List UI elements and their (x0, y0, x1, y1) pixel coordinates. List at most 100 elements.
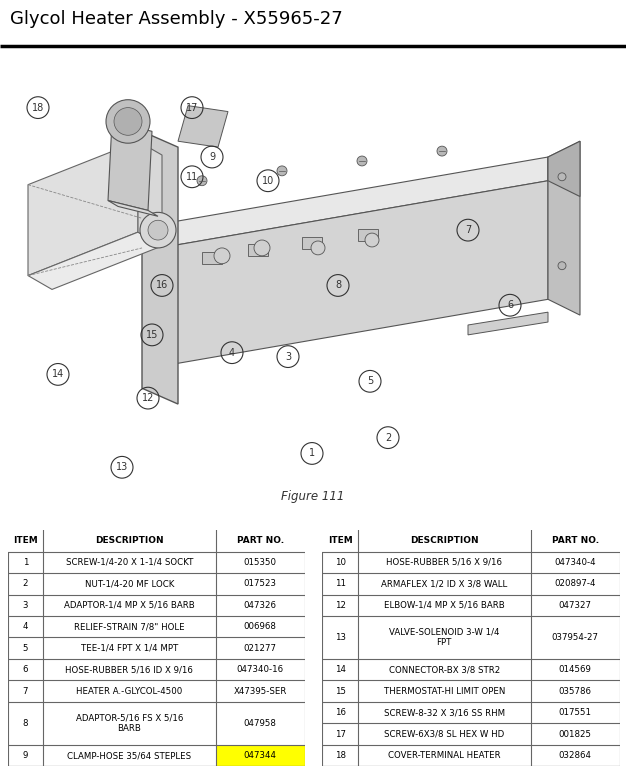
Text: 6: 6 (23, 665, 28, 674)
Circle shape (558, 262, 566, 269)
Text: 13: 13 (335, 633, 346, 642)
Text: 10: 10 (335, 558, 346, 567)
Text: ADAPTOR-5/16 FS X 5/16
BARB: ADAPTOR-5/16 FS X 5/16 BARB (76, 714, 183, 733)
Text: 015350: 015350 (244, 558, 277, 567)
Text: 2: 2 (23, 580, 28, 588)
Polygon shape (142, 132, 178, 404)
Text: 14: 14 (335, 665, 346, 674)
Polygon shape (468, 312, 548, 335)
Text: THERMOSTAT-HI LIMIT OPEN: THERMOSTAT-HI LIMIT OPEN (384, 687, 505, 696)
Text: 7: 7 (465, 225, 471, 235)
Text: 014569: 014569 (558, 665, 592, 674)
Circle shape (357, 156, 367, 166)
Text: 1: 1 (309, 448, 315, 458)
Text: VALVE-SOLENOID 3-W 1/4
FPT: VALVE-SOLENOID 3-W 1/4 FPT (389, 628, 500, 647)
Bar (8, 530, 305, 552)
Text: 11: 11 (186, 172, 198, 182)
Text: 017523: 017523 (244, 580, 277, 588)
Text: 020897-4: 020897-4 (555, 580, 596, 588)
Circle shape (558, 173, 566, 181)
Text: 047958: 047958 (244, 719, 277, 728)
Text: 047344: 047344 (244, 751, 277, 760)
Text: 3: 3 (23, 601, 28, 610)
Text: 6: 6 (507, 300, 513, 310)
Circle shape (214, 248, 230, 264)
Text: HOSE-RUBBER 5/16 ID X 9/16: HOSE-RUBBER 5/16 ID X 9/16 (66, 665, 193, 674)
Text: ITEM: ITEM (328, 536, 352, 546)
Bar (202, 252, 222, 264)
Text: ELBOW-1/4 MP X 5/16 BARB: ELBOW-1/4 MP X 5/16 BARB (384, 601, 505, 610)
Polygon shape (148, 157, 548, 250)
Text: 3: 3 (285, 351, 291, 361)
Text: CONNECTOR-BX 3/8 STR2: CONNECTOR-BX 3/8 STR2 (389, 665, 500, 674)
Polygon shape (108, 200, 158, 216)
Polygon shape (28, 232, 162, 289)
Text: 18: 18 (335, 751, 346, 760)
Polygon shape (148, 181, 548, 368)
Bar (215, 745, 305, 766)
Text: PART NO.: PART NO. (552, 536, 598, 546)
Text: SCREW-1/4-20 X 1-1/4 SOCKT: SCREW-1/4-20 X 1-1/4 SOCKT (66, 558, 193, 567)
Text: ARMAFLEX 1/2 ID X 3/8 WALL: ARMAFLEX 1/2 ID X 3/8 WALL (381, 580, 508, 588)
Text: 032864: 032864 (558, 751, 592, 760)
Text: TEE-1/4 FPT X 1/4 MPT: TEE-1/4 FPT X 1/4 MPT (81, 644, 178, 652)
Circle shape (365, 233, 379, 247)
Text: 2: 2 (385, 433, 391, 443)
Text: 18: 18 (32, 103, 44, 113)
Text: 17: 17 (335, 730, 346, 738)
Text: ITEM: ITEM (13, 536, 38, 546)
Polygon shape (178, 105, 228, 147)
Text: 006968: 006968 (244, 622, 277, 632)
Circle shape (437, 146, 447, 156)
Text: 16: 16 (156, 280, 168, 290)
Text: 8: 8 (23, 719, 28, 728)
Text: X47395-SER: X47395-SER (233, 687, 287, 696)
Text: ADAPTOR-1/4 MP X 5/16 BARB: ADAPTOR-1/4 MP X 5/16 BARB (64, 601, 195, 610)
Text: 14: 14 (52, 369, 64, 379)
Circle shape (197, 176, 207, 186)
Text: 021277: 021277 (244, 644, 277, 652)
Circle shape (114, 108, 142, 135)
Bar (358, 229, 378, 241)
Bar (248, 244, 268, 256)
Circle shape (140, 212, 176, 248)
Text: SCREW-8-32 X 3/16 SS RHM: SCREW-8-32 X 3/16 SS RHM (384, 708, 505, 717)
Circle shape (311, 241, 325, 255)
Text: 15: 15 (335, 687, 346, 696)
Text: DESCRIPTION: DESCRIPTION (410, 536, 479, 546)
Polygon shape (548, 141, 580, 197)
Text: DESCRIPTION: DESCRIPTION (95, 536, 164, 546)
Text: 001825: 001825 (558, 730, 592, 738)
Text: NUT-1/4-20 MF LOCK: NUT-1/4-20 MF LOCK (85, 580, 174, 588)
Text: 037954-27: 037954-27 (552, 633, 598, 642)
Bar (322, 530, 620, 552)
Text: Figure 111: Figure 111 (281, 491, 345, 503)
Polygon shape (548, 141, 580, 315)
Text: 15: 15 (146, 330, 158, 340)
Text: 10: 10 (262, 176, 274, 186)
Text: 12: 12 (335, 601, 346, 610)
Circle shape (254, 240, 270, 256)
Text: Glycol Heater Assembly - X55965-27: Glycol Heater Assembly - X55965-27 (10, 10, 343, 28)
Text: 047340-16: 047340-16 (237, 665, 284, 674)
Text: 9: 9 (23, 751, 28, 760)
Text: 16: 16 (335, 708, 346, 717)
Circle shape (148, 221, 168, 240)
Text: 5: 5 (367, 376, 373, 386)
Text: 9: 9 (209, 152, 215, 162)
Text: 7: 7 (23, 687, 28, 696)
Text: HEATER A.-GLYCOL-4500: HEATER A.-GLYCOL-4500 (76, 687, 183, 696)
Polygon shape (138, 141, 162, 246)
Circle shape (106, 100, 150, 143)
Text: 047326: 047326 (244, 601, 277, 610)
Text: CLAMP-HOSE 35/64 STEPLES: CLAMP-HOSE 35/64 STEPLES (68, 751, 192, 760)
Circle shape (277, 166, 287, 176)
Text: 017551: 017551 (558, 708, 592, 717)
Text: 17: 17 (186, 103, 198, 113)
Text: 035786: 035786 (558, 687, 592, 696)
Text: 4: 4 (229, 348, 235, 358)
Text: RELIEF-STRAIN 7/8" HOLE: RELIEF-STRAIN 7/8" HOLE (74, 622, 185, 632)
Text: HOSE-RUBBER 5/16 X 9/16: HOSE-RUBBER 5/16 X 9/16 (386, 558, 502, 567)
Text: 12: 12 (142, 393, 154, 403)
Text: 047340-4: 047340-4 (555, 558, 596, 567)
